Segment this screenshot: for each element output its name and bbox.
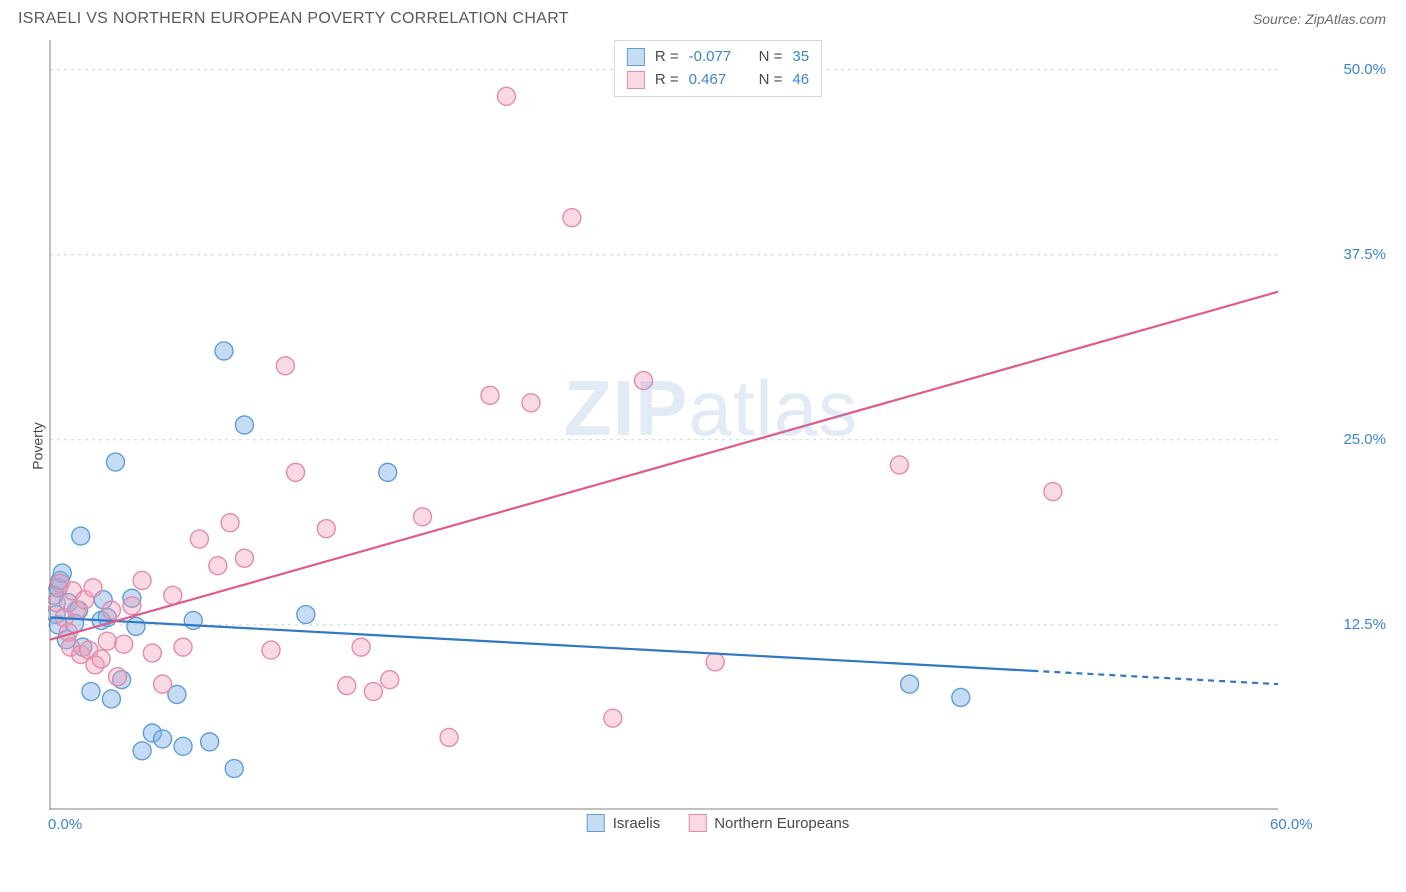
legend-swatch	[627, 71, 645, 89]
x-tick-label: 60.0%	[1270, 816, 1313, 833]
x-tick-label: 0.0%	[48, 816, 82, 833]
source-attribution: Source: ZipAtlas.com	[1253, 11, 1386, 27]
header: ISRAELI VS NORTHERN EUROPEAN POVERTY COR…	[0, 0, 1406, 36]
stats-legend-row: R = 0.467 N = 46	[627, 69, 809, 92]
source-label: Source:	[1253, 11, 1301, 27]
legend-item: Israelis	[587, 814, 661, 832]
y-tick-label: 37.5%	[1343, 246, 1386, 263]
y-axis-label: Poverty	[30, 422, 46, 469]
legend-label: Israelis	[613, 815, 661, 832]
legend-swatch	[587, 814, 605, 832]
legend-swatch	[688, 814, 706, 832]
stat-r-label: R =	[655, 69, 679, 92]
stat-n-label: N =	[759, 46, 783, 69]
legend-item: Northern Europeans	[688, 814, 849, 832]
stats-legend-row: R = -0.077 N = 35	[627, 46, 809, 69]
legend-label: Northern Europeans	[714, 815, 849, 832]
source-value: ZipAtlas.com	[1305, 11, 1386, 27]
y-tick-label: 25.0%	[1343, 431, 1386, 448]
stat-n-value: 46	[792, 69, 809, 92]
stat-r-value: -0.077	[689, 46, 749, 69]
chart-area: R = -0.077N = 35R = 0.467N = 46 ZIPatlas…	[48, 40, 1388, 815]
stat-n-label: N =	[759, 69, 783, 92]
stat-r-label: R =	[655, 46, 679, 69]
stat-r-value: 0.467	[689, 69, 749, 92]
chart-title: ISRAELI VS NORTHERN EUROPEAN POVERTY COR…	[18, 10, 569, 28]
series-legend: Israelis Northern Europeans	[587, 814, 850, 832]
scatter-chart	[48, 40, 1338, 810]
y-tick-label: 12.5%	[1343, 616, 1386, 633]
stats-legend: R = -0.077 N = 35 R = 0.467 N = 46	[614, 40, 822, 97]
legend-swatch	[627, 48, 645, 66]
stat-n-value: 35	[792, 46, 809, 69]
y-tick-label: 50.0%	[1343, 61, 1386, 78]
